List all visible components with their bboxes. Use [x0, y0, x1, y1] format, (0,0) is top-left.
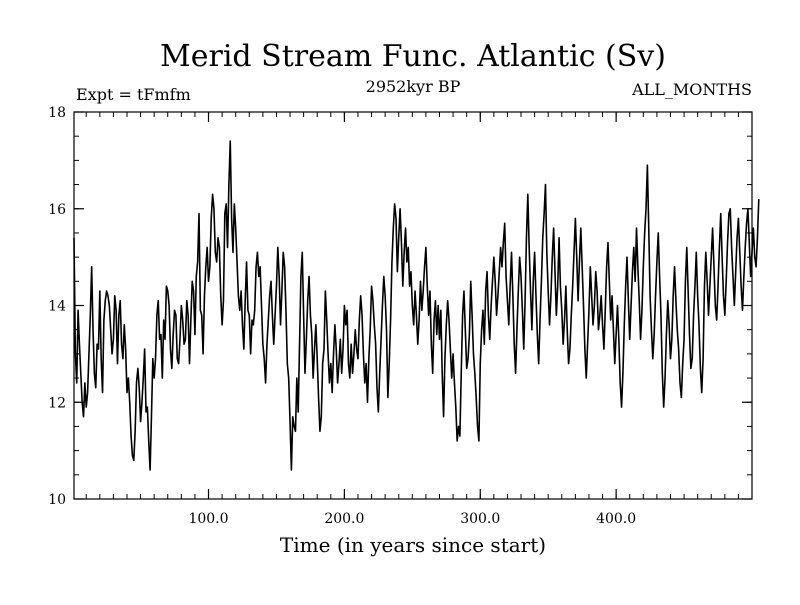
x-tick-label: 100.0 — [188, 511, 228, 527]
y-tick-label: 12 — [48, 395, 66, 411]
x-tick-label: 400.0 — [596, 511, 636, 527]
y-tick-label: 16 — [48, 202, 66, 218]
series-line — [73, 140, 760, 471]
y-tick-label: 14 — [48, 299, 66, 315]
x-axis-label: Time (in years since start) — [280, 533, 546, 557]
period-label: 2952kyr BP — [366, 77, 461, 96]
x-tick-label: 200.0 — [324, 511, 364, 527]
series-group — [73, 140, 760, 471]
y-tick-label: 10 — [48, 492, 66, 508]
axis-tick-labels: 100.0 200.0 300.0 400.0 10 12 14 16 18 — [48, 105, 636, 527]
months-label: ALL_MONTHS — [631, 80, 752, 99]
x-tick-label: 300.0 — [460, 511, 500, 527]
chart-title: Merid Stream Func. Atlantic (Sv) — [160, 39, 666, 74]
experiment-label: Expt = tFmfm — [76, 85, 191, 104]
y-tick-label: 18 — [48, 105, 66, 121]
